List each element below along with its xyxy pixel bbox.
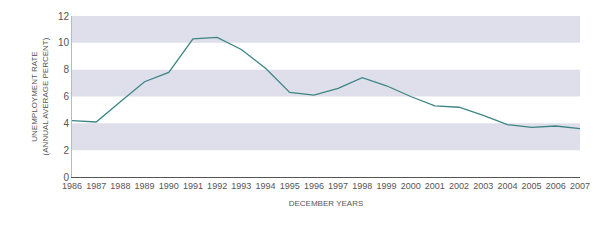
svg-text:2001: 2001 [425, 181, 445, 191]
svg-text:2004: 2004 [497, 181, 517, 191]
svg-text:8: 8 [63, 64, 69, 75]
svg-text:2007: 2007 [570, 181, 590, 191]
svg-text:DECEMBER YEARS: DECEMBER YEARS [289, 199, 364, 208]
svg-text:2002: 2002 [449, 181, 469, 191]
svg-text:2000: 2000 [401, 181, 421, 191]
svg-text:2: 2 [63, 145, 69, 156]
svg-text:1996: 1996 [304, 181, 324, 191]
svg-text:UNEMPLOYMENT RATE(ANNUAL AVERA: UNEMPLOYMENT RATE(ANNUAL AVERAGE PERCENT… [30, 37, 49, 155]
svg-text:1990: 1990 [159, 181, 179, 191]
svg-text:1986: 1986 [62, 181, 82, 191]
svg-text:1992: 1992 [207, 181, 227, 191]
svg-text:10: 10 [58, 37, 70, 48]
svg-text:1999: 1999 [376, 181, 396, 191]
svg-text:2006: 2006 [546, 181, 566, 191]
svg-text:1988: 1988 [110, 181, 130, 191]
svg-text:1994: 1994 [256, 181, 276, 191]
svg-text:1993: 1993 [231, 181, 251, 191]
svg-text:0: 0 [63, 172, 69, 183]
svg-text:2005: 2005 [522, 181, 542, 191]
svg-text:1989: 1989 [135, 181, 155, 191]
svg-text:1987: 1987 [86, 181, 106, 191]
svg-text:12: 12 [58, 11, 70, 22]
svg-text:6: 6 [63, 91, 69, 102]
svg-text:4: 4 [63, 118, 69, 129]
svg-text:1997: 1997 [328, 181, 348, 191]
svg-text:2003: 2003 [473, 181, 493, 191]
svg-text:1991: 1991 [183, 181, 203, 191]
svg-text:1995: 1995 [280, 181, 300, 191]
svg-text:1998: 1998 [352, 181, 372, 191]
